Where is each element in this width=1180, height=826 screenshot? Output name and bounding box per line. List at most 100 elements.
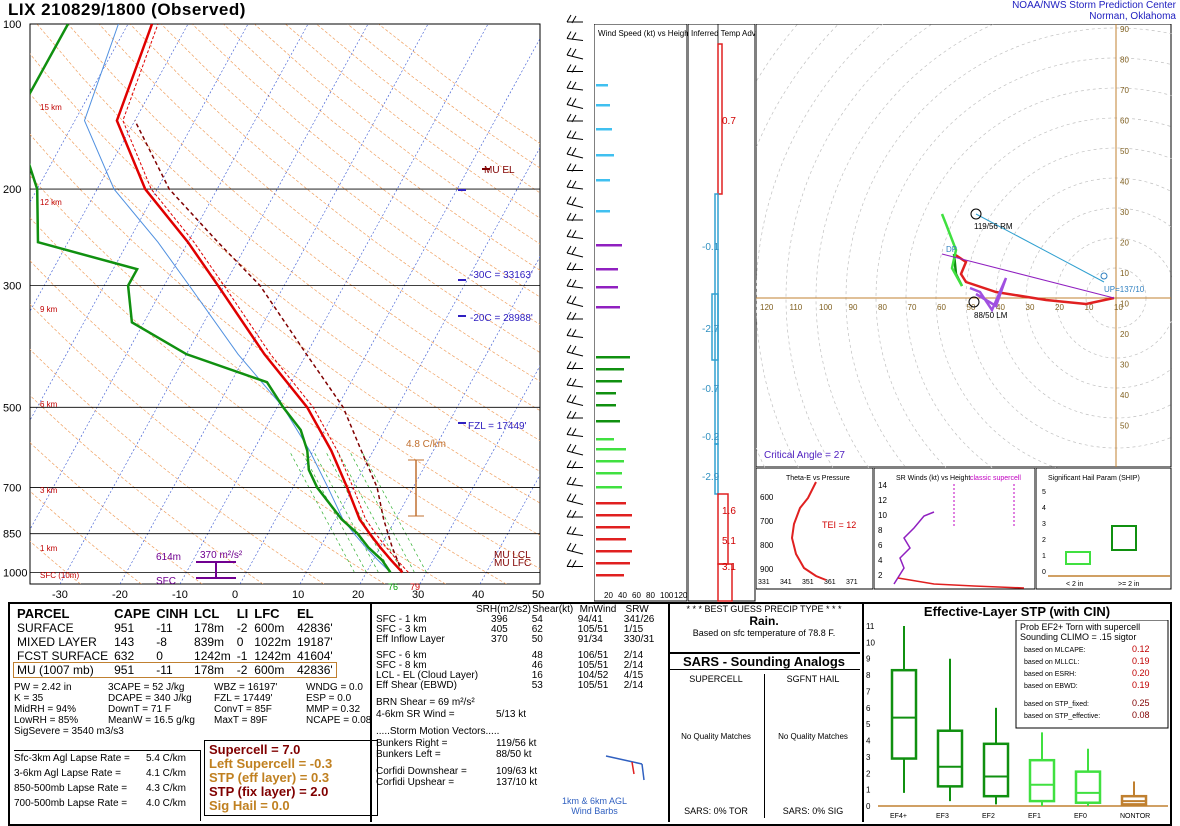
stp-box [1074,770,1102,804]
pressure-tick: 300 [3,281,21,293]
wind-barb-feather [571,461,577,469]
index-value: NCAPE = 0.08 [306,715,372,726]
index-value: SigSevere = 3540 m3/s3 [14,726,124,737]
kinematics-cell: 370 [491,634,508,645]
dry-adiabat [30,217,507,584]
parcel-header: LCL [194,606,220,621]
ship-y-tick: 3 [1042,521,1046,528]
kinematics-note: .....Storm Motion Vectors..... [376,726,500,737]
parcel-header: PARCEL [17,606,70,621]
rm-label: 119/56 RM [974,222,1013,231]
temp-tick: -10 [172,589,188,601]
wind-barb [566,351,584,357]
index-value: WBZ = 16197' [214,682,278,693]
theta-e-x-tick: 331 [758,579,770,586]
stp-prob-value: 0.19 [1132,680,1150,690]
wind-barb-feather [571,213,577,222]
wind-barb [566,153,584,159]
kinematics-row: SFC - 8 km 46 105/51 2/14 [372,661,668,671]
lapse-value: 700-500mb Lapse Rate = [14,798,128,809]
kinematics-cell: Eff Inflow Layer [376,634,445,645]
wind-speed-bar [596,286,618,289]
wind-barb-feather [566,526,572,534]
stp-prob-value: 0.12 [1132,644,1150,654]
kinematics-cell [491,671,532,681]
parcel-cell: 143 [114,635,135,649]
lm-marker [968,296,980,308]
temp-tick: 0 [232,589,238,601]
precip-basis: Based on sfc temperature of 78.8 F. [692,628,836,638]
lapse-value: 5.4 C/km [146,753,187,764]
wind-speed-tick: 80 [646,591,655,600]
kinematics-row: Eff Inflow Layer 370 50 91/34 330/31 [372,635,668,645]
dry-adiabat [30,304,385,584]
wind-barb-feather [566,31,572,39]
hodo-x-tick: 40 [996,303,1005,312]
agl-barb-6km [641,763,645,781]
wind-barb-feather [566,179,572,188]
kinematics-cell: SFC - 3 km [376,624,427,635]
wind-barb-feather [571,362,577,370]
kinematics-row: SFC - 1 km 396 54 94/41 341/26 [372,615,668,625]
stp-y-tick: 7 [866,687,871,696]
kinematics-cell: SFC - 6 km [376,650,427,661]
storm-motion-row: Corfidi Downshear = 109/63 kt [372,766,668,777]
advection-value: -0.7 [702,384,720,395]
dry-adiabat [30,53,540,472]
wind-speed-title: Wind Speed (kt) vs Height [598,29,688,38]
kinematics-cell: 105/51 [577,680,609,691]
dp-label: DP [946,245,957,254]
kinematics-cell: 46 [531,660,543,671]
temperature-trace [115,24,404,574]
storm-motion-value: Corfidi Upshear = [376,777,455,788]
stp-y-tick: 6 [866,704,871,713]
wind-speed-bar [596,154,614,157]
bunkers-vector [941,253,1115,299]
wind-speed-tick: 60 [632,591,641,600]
wind-barb-feather [571,411,577,420]
index-row: MidRH = 94% DownT = 71 F ConvT = 85F MMP = … [14,704,368,715]
index-value [214,726,306,737]
kinematics-row: Eff Shear (EBWD) 53 105/51 2/14 [372,681,668,691]
rm-marker [970,208,982,220]
sr-y-tick: 2 [878,571,883,580]
sr-y-tick: 6 [878,541,883,550]
height-label: 15 km [40,103,62,112]
hodo-x-tick: 110 [790,303,803,312]
kinematics-cell: 2/14 [623,650,644,661]
kinematics-cell: 104/52 [577,670,609,681]
wind-barb-feather [566,377,572,386]
wind-barb-feather [566,229,572,237]
dry-adiabat [98,24,540,382]
lapse-value: 4.3 C/km [146,783,187,794]
storm-motion-value: Bunkers Left = [376,749,441,760]
wind-barb [566,483,584,487]
temp-tick: 40 [472,589,484,601]
storm-motion-value: Corfidi Downshear = [376,766,467,777]
pressure-tick: 700 [3,482,21,494]
isotherm [59,24,369,584]
stp-box [936,729,964,788]
stp-y-tick: 3 [866,753,871,762]
index-row: SigSevere = 3540 m3/s3 [14,726,368,737]
fzl-label: FZL = 17449' [468,421,527,432]
temp-tick: 10 [292,589,304,601]
kinematics-row: SFC - 3 km 405 62 105/51 1/15 [372,625,668,635]
wind-barb [566,38,584,41]
wind-speed-tick: 40 [618,591,627,600]
wind-barb [566,450,584,456]
wind-barb-feather [571,164,577,172]
wind-barb-feather [571,444,577,453]
wind-barb-feather [571,246,577,255]
wind-barb-feather [566,427,572,435]
parcel-header: LI [236,606,249,621]
ship-y-tick: 0 [1042,569,1046,576]
parcel-cell: -2 [236,621,248,635]
parcel-cell: 600m [254,663,285,677]
stp-prob-line1: Prob EF2+ Torn with supercell [1020,622,1140,632]
wind-barb-feather [566,542,572,551]
kinematics-cell: 54 [531,614,543,625]
parcel-cell: 951 [114,621,135,635]
parcel-cell: 839m [194,635,225,649]
